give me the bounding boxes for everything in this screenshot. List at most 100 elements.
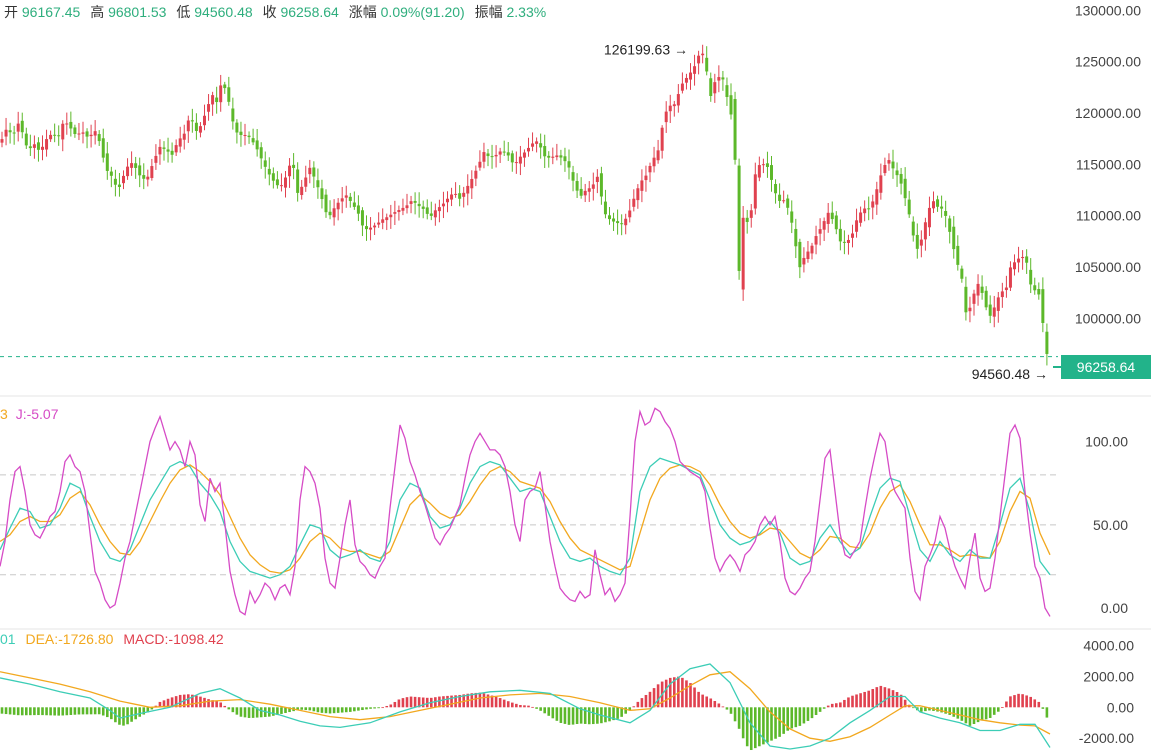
candle-body — [142, 175, 146, 179]
candle-body — [458, 193, 462, 199]
macd-histogram-bar — [571, 707, 575, 725]
change-value: 0.09%(91.20) — [380, 4, 465, 20]
candle-body — [360, 210, 364, 226]
candle-body — [547, 155, 551, 158]
macd-histogram-bar — [4, 707, 8, 715]
macd-histogram-bar — [413, 696, 417, 708]
macd-histogram-bar — [709, 698, 713, 708]
candle-body — [535, 141, 539, 144]
candle-body — [648, 165, 652, 173]
candle-body — [288, 165, 292, 177]
candle-body — [429, 213, 433, 216]
candle-body — [555, 155, 559, 158]
candle-body — [563, 156, 567, 162]
macd-histogram-bar — [438, 696, 441, 708]
macd-histogram-bar — [146, 707, 150, 713]
candle-body — [984, 290, 988, 308]
macd-histogram-bar — [701, 694, 704, 708]
candle-body — [891, 161, 895, 169]
kdj-legend-d-tail: 3 — [0, 406, 8, 422]
macd-histogram-bar — [235, 707, 239, 715]
macd-histogram-bar — [8, 707, 12, 715]
macd-histogram-bar — [758, 707, 761, 747]
candle-body — [101, 138, 105, 158]
macd-histogram-bar — [454, 695, 457, 708]
macd-histogram-bar — [778, 707, 781, 737]
candle-body — [689, 72, 692, 80]
candle-body — [851, 233, 854, 238]
macd-histogram-bar — [1013, 695, 1016, 708]
candle-body — [753, 174, 757, 209]
macd-histogram-bar — [1005, 701, 1008, 708]
candle-body — [988, 304, 992, 316]
candle-body — [996, 297, 1000, 311]
candle-body — [725, 85, 729, 97]
macd-histogram-bar — [802, 707, 806, 724]
macd-histogram-bar — [741, 707, 745, 739]
macd-histogram-bar — [85, 707, 89, 715]
candle-body — [219, 85, 223, 103]
macd-histogram-bar — [871, 689, 875, 708]
macd-histogram-bar — [596, 707, 599, 724]
candle-body — [352, 202, 356, 207]
price-y-tick-label: 110000.00 — [1076, 208, 1141, 224]
macd-histogram-bar — [891, 690, 895, 708]
macd-histogram-bar — [446, 695, 449, 708]
macd-histogram-bar — [405, 697, 409, 708]
candle-body — [65, 123, 69, 125]
candle-body — [911, 221, 915, 236]
macd-histogram-bar — [515, 703, 518, 708]
candle-body — [336, 202, 340, 210]
macd-histogram-bar — [357, 707, 360, 711]
macd-histogram-bar — [531, 706, 534, 708]
candle-body — [502, 151, 506, 153]
candle-body — [741, 217, 745, 290]
candle-body — [267, 168, 271, 175]
macd-histogram-bar — [417, 697, 421, 708]
macd-histogram-bar — [575, 707, 579, 724]
macd-histogram-bar — [174, 696, 178, 708]
candle-body — [328, 211, 332, 216]
macd-histogram-bar — [77, 707, 81, 715]
macd-y-tick-label: 0.00 — [1107, 699, 1134, 715]
candle-body — [113, 178, 117, 185]
candle-body — [624, 218, 628, 226]
macd-histogram-bar — [385, 705, 389, 708]
macd-histogram-bar — [122, 707, 125, 726]
macd-histogram-bar — [324, 707, 328, 714]
macd-histogram-bar — [810, 707, 814, 719]
macd-histogram-bar — [693, 687, 696, 708]
macd-histogram-bar — [300, 707, 303, 710]
macd-histogram-bar — [960, 707, 964, 721]
candle-body — [251, 138, 255, 143]
macd-histogram-bar — [685, 680, 688, 708]
candle-body — [664, 111, 668, 123]
macd-histogram-bar — [134, 707, 137, 720]
macd-histogram-bar — [867, 690, 870, 708]
macd-histogram-bar — [110, 707, 113, 720]
candle-body — [818, 229, 822, 234]
candle-body — [713, 82, 717, 94]
candle-body — [603, 201, 607, 215]
macd-histogram-bar — [478, 692, 482, 708]
candle-body — [474, 170, 478, 179]
candle-body — [8, 130, 12, 133]
high-label: 高 — [90, 4, 105, 20]
macd-histogram-bar — [251, 707, 255, 718]
candle-body — [377, 222, 381, 225]
candle-body — [867, 208, 871, 210]
macd-histogram-bar — [754, 707, 757, 749]
macd-histogram-bar — [16, 707, 20, 716]
candle-body — [421, 206, 425, 209]
candle-body — [794, 228, 798, 247]
candle-body — [1021, 256, 1025, 259]
macd-histogram-bar — [118, 707, 121, 725]
macd-histogram-bar — [93, 707, 97, 715]
macd-histogram-bar — [458, 694, 461, 708]
candle-body — [166, 149, 170, 152]
macd-histogram-bar — [822, 707, 826, 709]
candle-body — [539, 143, 543, 148]
candle-body — [1045, 331, 1049, 354]
candle-body — [761, 164, 765, 166]
